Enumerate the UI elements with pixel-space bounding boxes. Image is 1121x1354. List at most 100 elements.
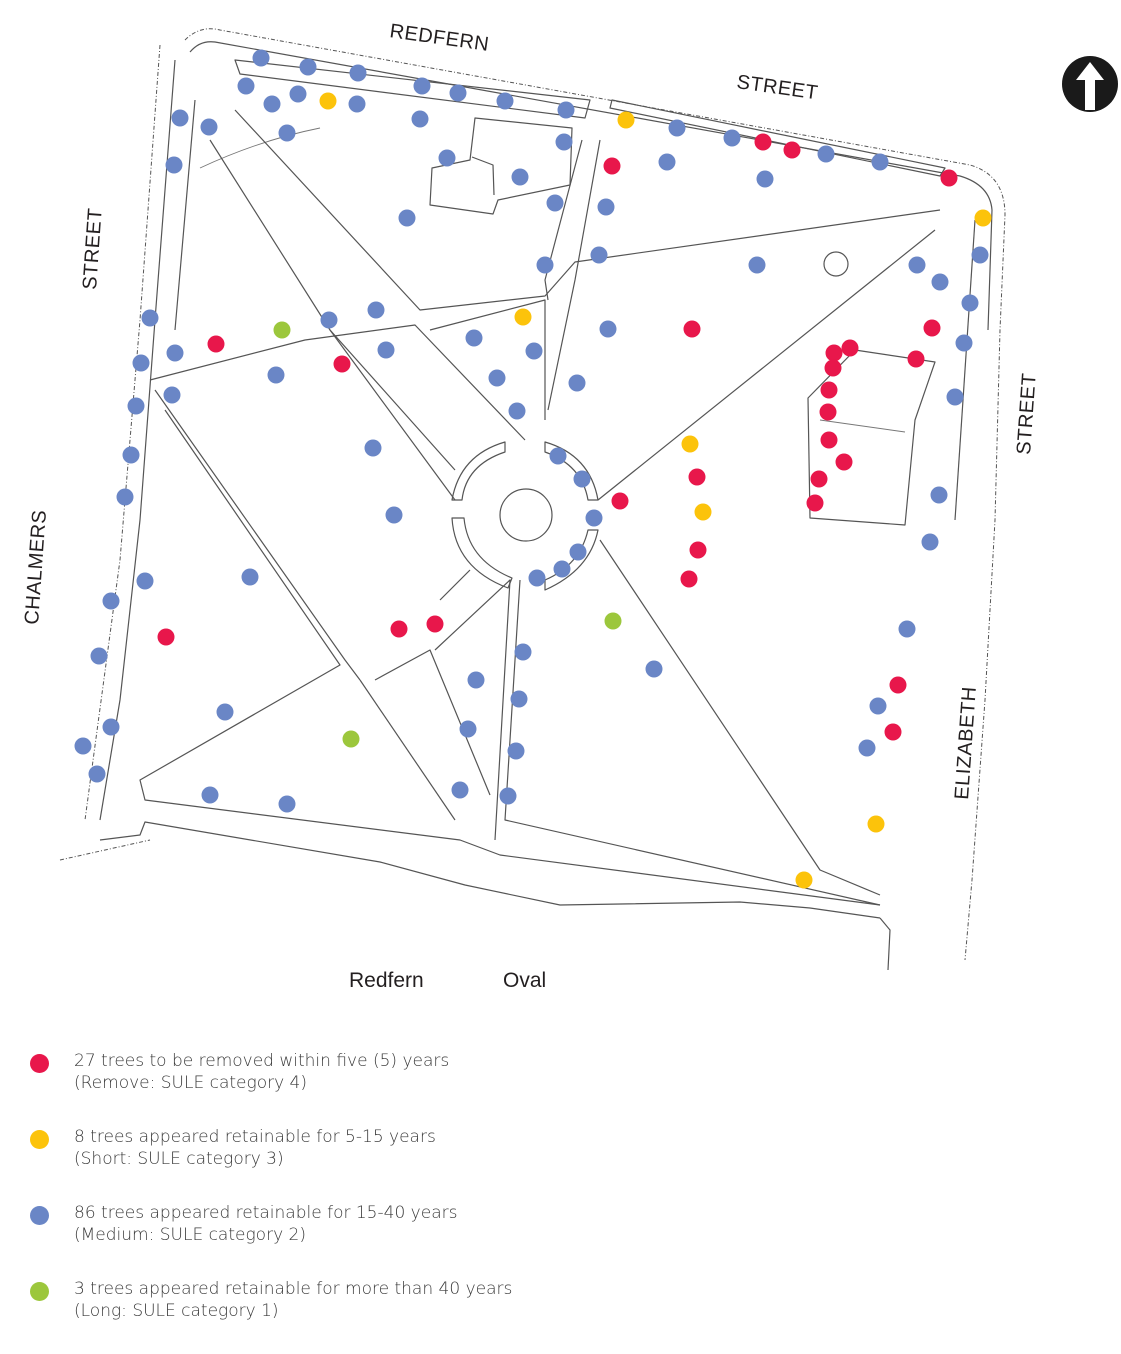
tree-marker-medium	[858, 739, 876, 757]
pavilion-building	[429, 117, 573, 215]
tree-marker-medium	[955, 334, 973, 352]
tree-marker-remove	[333, 355, 351, 373]
tree-marker-medium	[971, 246, 989, 264]
tree-marker-medium	[961, 294, 979, 312]
legend-dot-medium	[30, 1206, 49, 1225]
tree-marker-medium	[514, 643, 532, 661]
tree-marker-medium	[488, 369, 506, 387]
tree-marker-remove	[683, 320, 701, 338]
tree-marker-medium	[320, 311, 338, 329]
tree-marker-medium	[102, 592, 120, 610]
legend-category-short: (Short: SULE category 3)	[74, 1149, 284, 1169]
tree-marker-remove	[889, 676, 907, 694]
street-label-elizabeth-street: STREET	[1013, 372, 1041, 455]
tree-marker-medium	[528, 569, 546, 587]
tree-marker-medium	[200, 118, 218, 136]
tree-marker-medium	[510, 690, 528, 708]
tree-marker-remove	[940, 169, 958, 187]
legend-dot-remove	[30, 1054, 49, 1073]
tree-marker-short	[867, 815, 885, 833]
tree-marker-medium	[930, 486, 948, 504]
tree-marker-medium	[525, 342, 543, 360]
tree-marker-remove	[680, 570, 698, 588]
tree-marker-medium	[216, 703, 234, 721]
street-label-redfern-street: STREET	[735, 71, 819, 104]
legend-category-remove: (Remove: SULE category 4)	[74, 1073, 307, 1093]
legend-category-medium: (Medium: SULE category 2)	[74, 1225, 306, 1245]
street-label-redfern: REDFERN	[388, 20, 490, 56]
legend-category-long: (Long: SULE category 1)	[74, 1301, 279, 1321]
park-map: REDFERN STREET STREET CHALMERS STREET EL…	[21, 20, 1118, 992]
tree-marker-remove	[689, 541, 707, 559]
tree-marker-remove	[603, 157, 621, 175]
tree-marker-medium	[597, 198, 615, 216]
legend-item-long: 3 trees appeared retainable for more tha…	[30, 1278, 730, 1321]
tree-marker-medium	[241, 568, 259, 586]
tree-marker-medium	[946, 388, 964, 406]
tree-marker-medium	[555, 133, 573, 151]
tree-marker-medium	[90, 647, 108, 665]
tree-marker-short	[514, 308, 532, 326]
tree-marker-medium	[289, 85, 307, 103]
tree-marker-medium	[299, 58, 317, 76]
tree-marker-medium	[201, 786, 219, 804]
tree-marker-medium	[869, 697, 887, 715]
tree-marker-medium	[549, 447, 567, 465]
tree-marker-medium	[668, 119, 686, 137]
park-paths	[139, 99, 941, 906]
tree-marker-medium	[163, 386, 181, 404]
tree-marker-medium	[88, 765, 106, 783]
tree-marker-medium	[465, 329, 483, 347]
tree-marker-medium	[252, 49, 270, 67]
legend-item-remove: 27 trees to be removed within five (5) y…	[30, 1050, 730, 1093]
tree-marker-long	[342, 730, 360, 748]
tree-marker-long	[604, 612, 622, 630]
tree-marker-medium	[237, 77, 255, 95]
legend-dot-long	[30, 1282, 49, 1301]
north-arrow-icon	[1062, 56, 1118, 112]
tree-marker-medium	[451, 781, 469, 799]
tree-marker-medium	[122, 446, 140, 464]
tree-marker-medium	[263, 95, 281, 113]
tree-marker-medium	[116, 488, 134, 506]
tree-marker-medium	[171, 109, 189, 127]
tree-marker-medium	[467, 671, 485, 689]
tree-marker-remove	[688, 468, 706, 486]
tree-marker-medium	[590, 246, 608, 264]
tree-marker-medium	[349, 64, 367, 82]
tree-marker-medium	[871, 153, 889, 171]
tree-marker-medium	[74, 737, 92, 755]
tree-marker-medium	[546, 194, 564, 212]
tree-marker-remove	[783, 141, 801, 159]
tree-marker-medium	[411, 110, 429, 128]
tree-marker-medium	[132, 354, 150, 372]
tree-marker-medium	[748, 256, 766, 274]
tree-marker-remove	[884, 723, 902, 741]
tree-marker-medium	[573, 470, 591, 488]
street-label-chalmers-street: STREET	[79, 207, 107, 290]
tree-markers	[74, 49, 992, 889]
tree-marker-short	[974, 209, 992, 227]
tree-marker-medium	[496, 92, 514, 110]
tree-marker-medium	[921, 533, 939, 551]
legend-label-long: 3 trees appeared retainable for more tha…	[74, 1279, 513, 1299]
tree-marker-remove	[907, 350, 925, 368]
tree-marker-long	[273, 321, 291, 339]
tree-marker-medium	[385, 506, 403, 524]
tree-marker-medium	[141, 309, 159, 327]
tree-marker-remove	[825, 344, 843, 362]
tree-marker-medium	[166, 344, 184, 362]
tree-marker-remove	[835, 453, 853, 471]
tree-marker-medium	[438, 149, 456, 167]
tree-marker-medium	[377, 341, 395, 359]
tree-marker-medium	[553, 560, 571, 578]
tree-marker-remove	[207, 335, 225, 353]
tree-marker-medium	[278, 124, 296, 142]
tree-marker-medium	[499, 787, 517, 805]
tree-marker-medium	[278, 795, 296, 813]
tree-marker-remove	[841, 339, 859, 357]
street-label-chalmers: CHALMERS	[21, 509, 51, 625]
tree-marker-medium	[507, 742, 525, 760]
legend-label-short: 8 trees appeared retainable for 5-15 yea…	[74, 1127, 436, 1147]
tree-marker-medium	[367, 301, 385, 319]
